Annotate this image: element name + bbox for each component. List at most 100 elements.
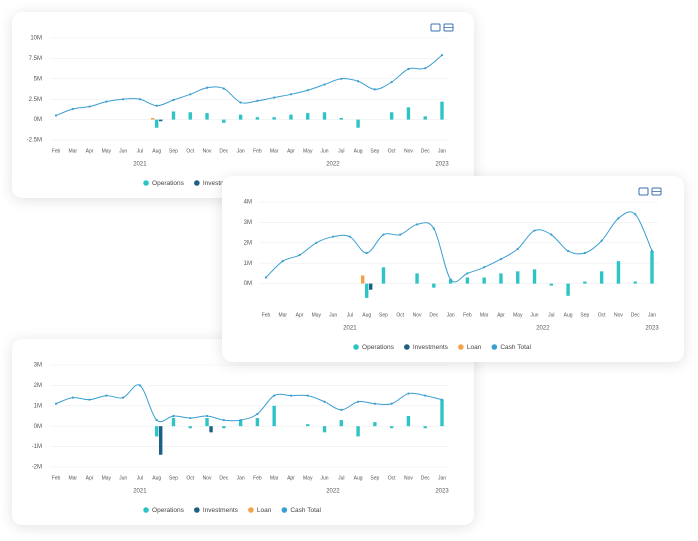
legend-swatch <box>194 507 200 513</box>
legend-label: Operations <box>152 507 185 514</box>
bar <box>406 416 411 427</box>
y-tick-label: 7.5M <box>29 56 42 62</box>
x-tick-label: Apr <box>497 312 505 318</box>
point <box>323 400 326 403</box>
point <box>315 241 318 244</box>
bar <box>154 426 159 437</box>
y-tick-label: -2.5M <box>27 138 42 144</box>
point <box>88 398 91 401</box>
x-tick-label: Oct <box>388 475 396 481</box>
legend-swatch <box>458 344 464 350</box>
legend: Operations Investments Loan Cash Total <box>353 344 532 351</box>
bar <box>583 281 587 284</box>
y-tick-label: 4M <box>244 200 252 206</box>
point <box>424 394 427 397</box>
legend-label: Loan <box>467 344 482 351</box>
bar <box>154 119 159 128</box>
x-tick-label: Aug <box>152 148 161 154</box>
point <box>440 398 444 401</box>
point <box>306 394 309 397</box>
point <box>155 418 158 422</box>
x-tick-label: Jun <box>320 475 328 481</box>
x-tick-label: Nov <box>413 312 422 318</box>
bar <box>158 426 163 455</box>
legend-swatch <box>143 180 149 186</box>
x-tick-label: Jan <box>438 148 446 154</box>
chart-card: 0M 1M 2M 3M 4M Feb Mar Apr May Jun Jul Aug Sep Oct Nov… <box>222 176 684 362</box>
x-tick-label: Feb <box>52 148 61 154</box>
point <box>155 104 158 107</box>
bar <box>389 112 394 120</box>
line <box>265 211 653 283</box>
legend-label: Investments <box>203 180 239 187</box>
bar <box>415 273 419 284</box>
x-tick-label: Nov <box>203 148 212 154</box>
y-tick-label: 2M <box>34 383 42 389</box>
bar <box>171 111 176 120</box>
bar <box>306 113 310 120</box>
x-tick-label: Aug <box>152 475 161 481</box>
bar <box>448 279 453 284</box>
x-tick-label: May <box>102 148 112 154</box>
x-tick-label: Aug <box>354 475 363 481</box>
point <box>205 414 209 418</box>
y-tick-label: -1M <box>32 444 42 450</box>
toolbar[interactable] <box>430 23 454 32</box>
y-tick-label: 5M <box>34 76 42 82</box>
point <box>440 54 444 57</box>
point <box>172 414 175 418</box>
x-tick-label: Sep <box>370 475 379 481</box>
chart-card: -2M -1M 0M 1M 2M 3M Feb Mar Apr May Jun Jul Aug Sep Oc… <box>12 339 474 525</box>
x-tick-label: Nov <box>614 312 623 318</box>
y-tick-label: -2M <box>32 465 42 471</box>
bar <box>272 405 276 427</box>
point <box>256 412 259 416</box>
point <box>516 247 519 251</box>
bar <box>389 426 394 429</box>
bar <box>205 113 209 120</box>
year-label: 2022 <box>326 162 340 168</box>
bar <box>306 424 310 427</box>
bar <box>423 426 427 429</box>
chart-card: -2.5M 0M 2.5M 5M 7.5M 10M Feb Mar Apr May Jun Jul Au… <box>12 12 474 198</box>
bar <box>616 261 621 284</box>
bar <box>255 418 260 427</box>
x-tick-label: Feb <box>463 312 472 318</box>
point <box>239 418 242 422</box>
x-tick-label: Jul <box>548 312 554 318</box>
x-tick-label: Jan <box>237 148 245 154</box>
legend-swatch <box>491 344 498 350</box>
x-tick-label: Sep <box>379 312 388 318</box>
x-tick-label: May <box>513 312 523 318</box>
x-tick-label: Nov <box>404 475 413 481</box>
x-tick-label: Apr <box>287 475 295 481</box>
legend-swatch <box>194 180 200 186</box>
legend-label: Operations <box>362 344 395 351</box>
bar <box>222 119 226 123</box>
y-tick-label: 3M <box>34 363 42 369</box>
point <box>340 408 343 411</box>
toolbar[interactable] <box>638 187 662 196</box>
x-tick-label: Oct <box>186 475 194 481</box>
point <box>273 394 276 397</box>
bar <box>289 114 293 120</box>
x-tick-label: Sep <box>169 148 178 154</box>
bar <box>158 119 163 122</box>
point <box>499 258 503 261</box>
x-tick-label: Sep <box>169 475 178 481</box>
point <box>449 278 452 281</box>
x-tick-label: Mar <box>270 475 279 481</box>
x-tick-label: Nov <box>203 475 212 481</box>
bar <box>549 283 554 286</box>
x-tick-label: Jan <box>237 475 245 481</box>
bar <box>532 269 537 284</box>
bar <box>188 112 192 120</box>
x-tick-label: Dec <box>219 148 228 154</box>
x-tick-label: Apr <box>287 148 295 154</box>
x-tick-label: Dec <box>219 475 228 481</box>
point <box>332 235 335 238</box>
x-tick-label: May <box>102 475 112 481</box>
point <box>306 89 309 92</box>
point <box>356 400 360 403</box>
x-tick-label: Apr <box>86 475 94 481</box>
